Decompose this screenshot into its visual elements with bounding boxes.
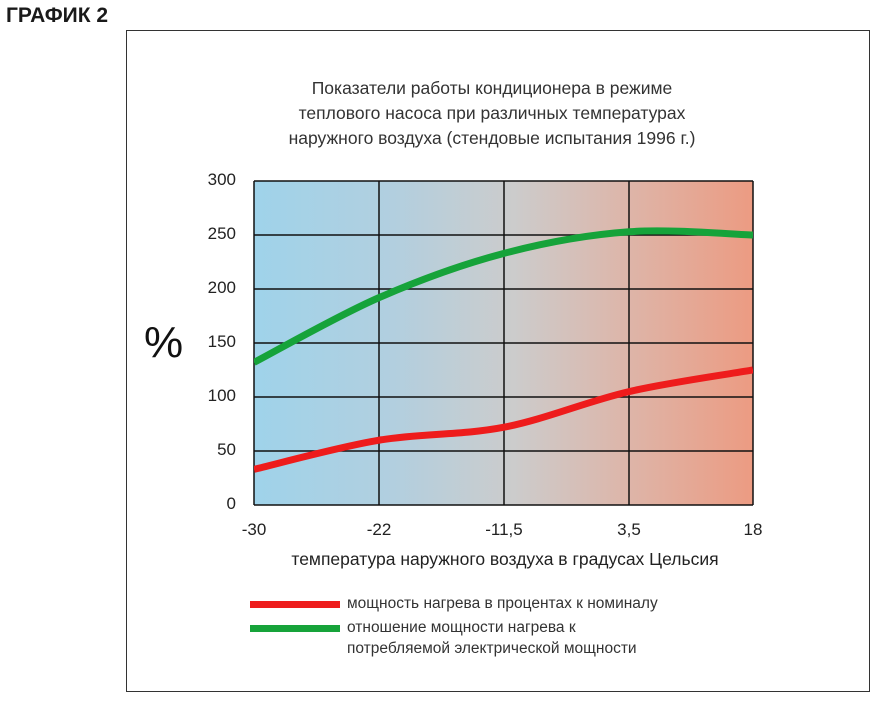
y-tick-label: 250 (207, 224, 236, 243)
y-tick-label: 0 (226, 494, 236, 513)
chart-title: Показатели работы кондиционера в режиме … (288, 78, 696, 148)
legend-swatch-heating-power (250, 601, 340, 608)
y-axis-label: % (144, 318, 184, 367)
y-tick-label: 50 (217, 440, 236, 459)
x-tick-label: 3,5 (617, 520, 641, 539)
legend-swatch-power-ratio (250, 625, 340, 632)
y-tick-label: 150 (207, 332, 236, 351)
x-tick-label: -11,5 (485, 520, 523, 539)
x-axis-label: температура наружного воздуха в градусах… (291, 549, 719, 569)
x-tick-label: 18 (743, 520, 763, 539)
series-line-power-ratio (254, 227, 753, 366)
series-line-heating-power (254, 366, 753, 473)
x-tick-label: -30 (241, 520, 267, 539)
chart-frame (126, 30, 870, 692)
x-tick-label: -22 (366, 520, 392, 539)
y-tick-label: 200 (207, 278, 236, 297)
page-heading: ГРАФИК 2 (6, 4, 109, 27)
legend-label-power-ratio: отношение мощности нагрева к потребляемо… (347, 619, 637, 657)
legend-label-heating-power: мощность нагрева в процентах к номиналу (347, 595, 658, 612)
y-tick-label: 100 (207, 386, 236, 405)
y-tick-label: 300 (207, 170, 236, 189)
